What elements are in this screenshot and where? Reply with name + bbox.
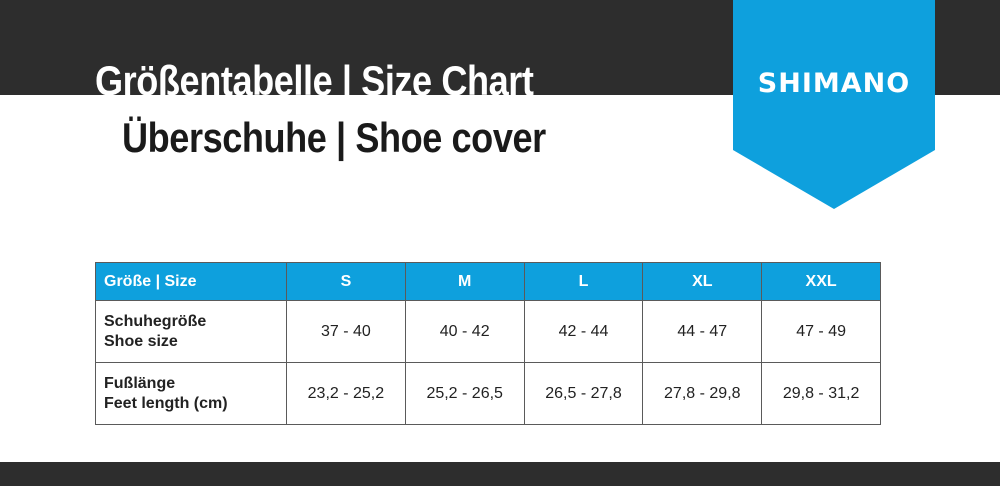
row-label-de: Fußlänge bbox=[104, 374, 176, 392]
header-size: XXL bbox=[761, 262, 881, 301]
table-cell: 27,8 - 29,8 bbox=[642, 362, 763, 425]
header-size: L bbox=[523, 262, 644, 301]
table-header-row: Größe | Size S M L XL XXL bbox=[95, 262, 881, 301]
table-cell: 44 - 47 bbox=[642, 300, 763, 363]
table-cell: 29,8 - 31,2 bbox=[761, 362, 881, 425]
table-cell: 42 - 44 bbox=[523, 300, 644, 363]
table-cell: 26,5 - 27,8 bbox=[523, 362, 644, 425]
table-row: Schuhegröße Shoe size 37 - 40 40 - 42 42 … bbox=[95, 300, 881, 363]
table-cell: 25,2 - 26,5 bbox=[404, 362, 525, 425]
size-table: Größe | Size S M L XL XXL Schuhegröße Sho… bbox=[95, 262, 881, 425]
header-size: M bbox=[404, 262, 525, 301]
table-cell: 23,2 - 25,2 bbox=[286, 362, 406, 425]
header-size: S bbox=[286, 262, 406, 301]
row-label: Schuhegröße Shoe size bbox=[95, 300, 287, 363]
header-size: XL bbox=[642, 262, 763, 301]
table-row: Fußlänge Feet length (cm) 23,2 - 25,2 25,… bbox=[95, 362, 881, 425]
header-size-label: Größe | Size bbox=[95, 262, 287, 301]
bottom-band bbox=[0, 462, 1000, 486]
row-label: Fußlänge Feet length (cm) bbox=[95, 362, 287, 425]
row-label-de: Schuhegröße bbox=[104, 312, 207, 330]
table-cell: 40 - 42 bbox=[404, 300, 525, 363]
shimano-banner bbox=[733, 0, 935, 209]
page-title: Größentabelle | Size Chart bbox=[95, 57, 534, 104]
table-cell: 37 - 40 bbox=[286, 300, 406, 363]
shimano-logo: SHIMANO bbox=[757, 68, 911, 99]
page-subtitle: Überschuhe | Shoe cover bbox=[122, 114, 546, 161]
table-cell: 47 - 49 bbox=[761, 300, 881, 363]
row-label-en: Feet length (cm) bbox=[104, 394, 228, 412]
row-label-en: Shoe size bbox=[104, 332, 178, 350]
